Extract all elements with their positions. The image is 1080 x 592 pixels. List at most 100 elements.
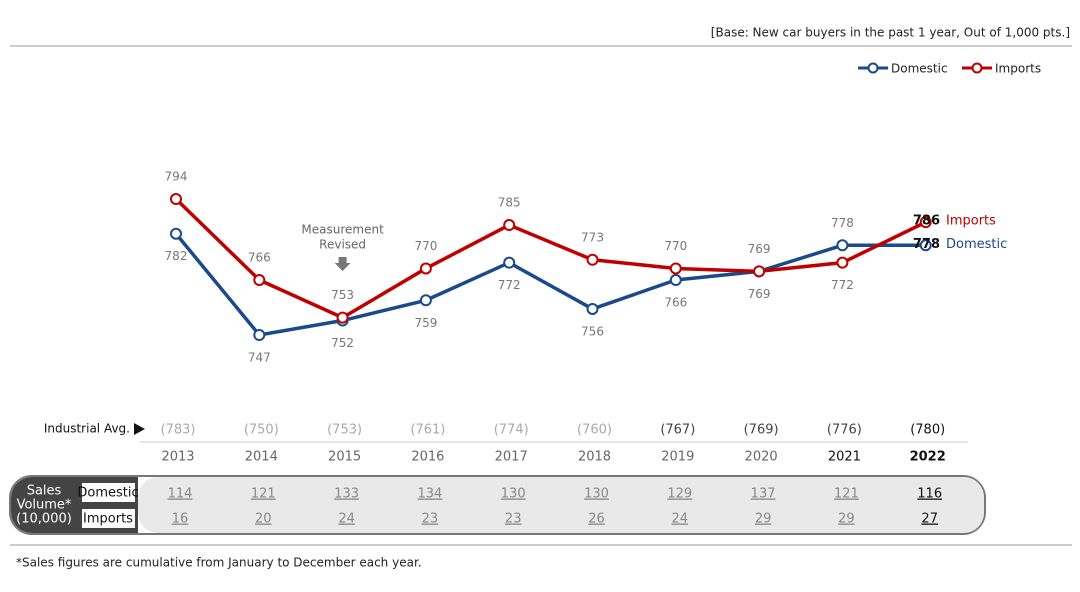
sales-value: 133 [334,487,359,502]
row-label-box [82,483,135,502]
annotation: Measurement [301,223,384,237]
annotation-arrow [334,257,351,271]
year-label: 2022 [910,450,946,465]
end-value: 786 [913,214,940,229]
value-label: 770 [414,239,437,253]
sales-value: 23 [505,512,522,527]
point [419,262,432,275]
avg-value: (767) [660,423,695,438]
sales-value: 26 [588,512,605,527]
value-label: 766 [248,251,271,265]
point [170,227,182,240]
value-label: 752 [331,336,354,350]
sales-label: Volume* [17,498,72,513]
sales-body [138,477,984,533]
sales-value: 23 [422,512,439,527]
sales-value: 114 [168,487,193,502]
value-label: 794 [165,170,188,184]
year-label: 2014 [245,450,278,465]
value-label: 769 [748,242,771,256]
avg-value: (774) [494,423,529,438]
point [253,274,266,287]
avg-value: (783) [161,423,196,438]
point [170,193,182,205]
avg-label: Industrial Avg. [44,422,130,436]
value-label: 769 [748,287,771,301]
sales-value: 27 [921,512,938,527]
value-label: 773 [581,230,604,244]
year-label: 2015 [328,450,361,465]
value-label: 785 [498,196,521,210]
series-line [174,197,927,320]
sales-value: 134 [417,487,442,502]
avg-value: (761) [410,423,445,438]
sales-value: 137 [751,487,776,502]
sales-value: 116 [917,487,942,502]
legend-label: Imports [995,62,1041,76]
sales-value: 121 [834,487,859,502]
value-label: 766 [664,296,687,310]
value-label: 778 [831,216,854,230]
base-note: [Base: New car buyers in the past 1 year… [711,26,1070,40]
value-label: 759 [414,316,437,330]
year-label: 2018 [578,450,611,465]
value-label: 756 [581,324,604,338]
legend-marker [867,62,879,74]
point [253,329,266,341]
year-label: 2021 [828,450,861,465]
point [669,262,682,275]
avg-value: (750) [244,423,279,438]
point [586,302,599,315]
sales-value: 29 [838,512,855,527]
point [836,239,849,252]
sales-value: 29 [755,512,772,527]
year-label: 2019 [661,450,694,465]
value-label: 772 [831,278,854,292]
annotation: Revised [319,238,366,252]
series-line [174,232,926,337]
legend-label: Domestic [891,62,948,76]
legend-marker [971,62,983,74]
sales-value: 24 [672,512,689,527]
year-label: 2013 [161,450,194,465]
value-label: 782 [165,249,188,263]
end-value: 778 [913,237,940,252]
row-label-box [82,509,135,528]
year-label: 2017 [495,450,528,465]
point [336,311,349,324]
avg-value: (753) [327,423,362,438]
sales-value: 130 [584,487,609,502]
point [753,265,766,278]
row-label: Imports [83,512,133,527]
end-name: Domestic [946,237,1007,252]
year-label: 2020 [745,450,778,465]
value-label: 747 [248,351,271,365]
sales-value: 20 [255,512,272,527]
value-label: 770 [664,239,687,253]
point [419,294,432,307]
point [586,253,599,266]
sales-value: 16 [172,512,189,527]
avg-value: (780) [910,423,945,438]
value-label: 753 [331,288,354,302]
point [669,274,682,287]
point [836,256,849,269]
point [919,239,932,252]
value-label: 772 [498,278,521,292]
avg-arrow [134,423,145,435]
year-label: 2016 [411,450,444,465]
point [503,256,516,269]
footnote: *Sales figures are cumulative from Janua… [16,556,422,570]
sales-label: (10,000) [16,512,72,527]
avg-value: (776) [827,423,862,438]
sales-value: 121 [251,487,276,502]
sales-value: 24 [338,512,355,527]
end-name: Imports [946,214,996,229]
sales-value: 130 [501,487,526,502]
point [503,219,516,232]
avg-value: (769) [744,423,779,438]
point [919,216,932,229]
sales-label: Sales [27,484,62,499]
row-label: Domestic [77,486,138,501]
